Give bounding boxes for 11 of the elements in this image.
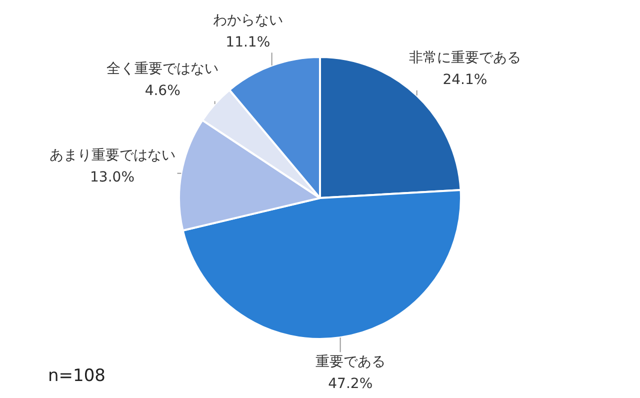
text: n=108 <box>48 366 106 386</box>
slice-label: 重要である <box>315 354 386 370</box>
data-label: 13.0% <box>90 170 134 186</box>
data-label: 4.6% <box>144 82 180 99</box>
data-label: 11.1% <box>226 34 270 50</box>
slice-label: わからない <box>212 12 283 28</box>
data-label: 47.2% <box>328 376 373 392</box>
data-label: 24.1% <box>442 72 488 88</box>
slice-label: 全く重要ではない <box>106 60 219 77</box>
slice-label: あまり重要ではない <box>49 148 176 164</box>
slice-label: 非常に重要である <box>408 50 521 66</box>
